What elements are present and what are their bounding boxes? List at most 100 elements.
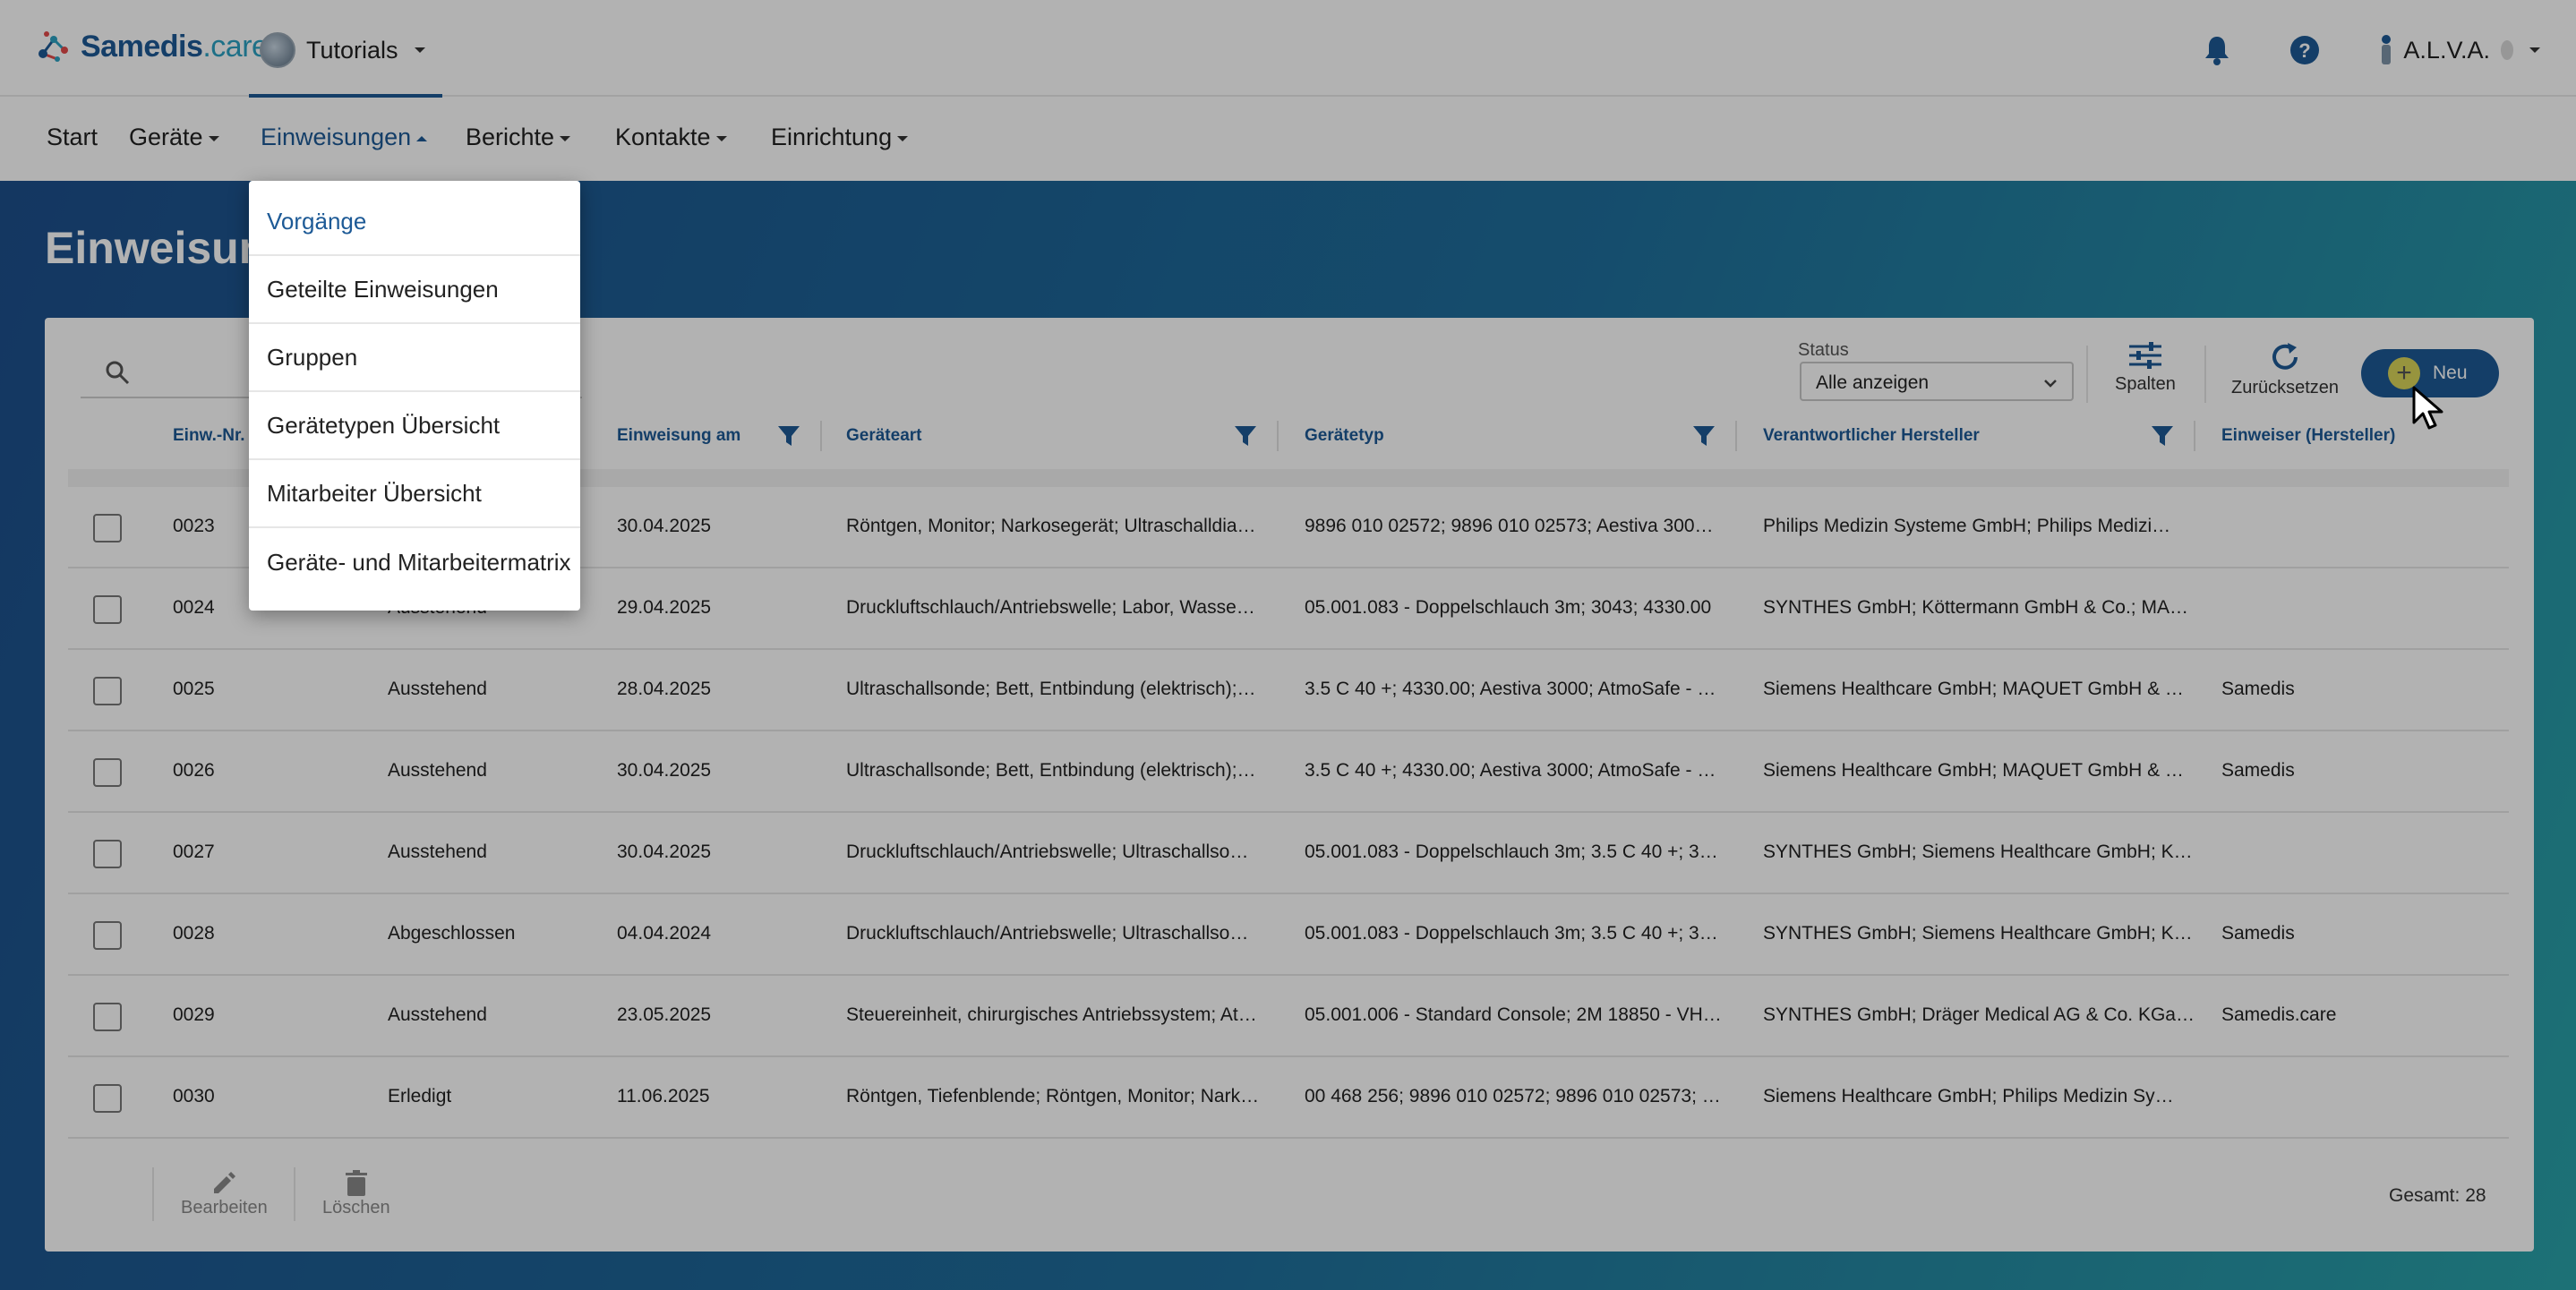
header-einweiser[interactable]: Einweiser (Hersteller): [2221, 426, 2396, 445]
cell-hersteller: SYNTHES GmbH; Siemens Healthcare GmbH; K…: [1763, 923, 2193, 944]
cell-hersteller: Siemens Healthcare GmbH; Philips Medizin…: [1763, 1086, 2174, 1106]
workspace-label: Tutorials: [306, 36, 398, 64]
brand-suffix: .care: [202, 29, 269, 64]
cell-geraeteart: Druckluftschlauch/Antriebswelle; Ultrasc…: [846, 841, 1249, 862]
chevron-down-icon: [897, 135, 909, 141]
cell-datum: 23.05.2025: [617, 1004, 712, 1025]
menu-item-mitarbeiter-uebersicht[interactable]: Mitarbeiter Übersicht: [249, 460, 580, 528]
cell-nr: 0025: [173, 679, 215, 699]
cell-hersteller: SYNTHES GmbH; Köttermann GmbH & Co.; MA…: [1763, 597, 2188, 618]
delete-button[interactable]: Löschen: [322, 1169, 390, 1218]
cell-geraetetyp: 9896 010 02572; 9896 010 02573; Aestiva …: [1305, 516, 1714, 536]
cell-datum: 28.04.2025: [617, 679, 712, 699]
table-row[interactable]: 0030 Erledigt 11.06.2025 Röntgen, Tiefen…: [68, 1057, 2509, 1139]
chevron-down-icon: [560, 135, 571, 141]
logo-icon: [39, 31, 68, 62]
filter-icon[interactable]: [2149, 423, 2176, 449]
help-button[interactable]: ?: [2283, 29, 2326, 72]
cell-hersteller: Siemens Healthcare GmbH; MAQUET GmbH & …: [1763, 679, 2184, 699]
row-checkbox[interactable]: [93, 595, 122, 624]
avatar-icon: [2501, 40, 2513, 60]
filter-icon[interactable]: [775, 423, 802, 449]
table-row[interactable]: 0025 Ausstehend 28.04.2025 Ultraschallso…: [68, 650, 2509, 731]
cell-geraeteart: Ultraschallsonde; Bett, Entbindung (elek…: [846, 679, 1256, 699]
cell-einweiser: Samedis: [2221, 923, 2295, 944]
new-button-label: Neu: [2433, 363, 2468, 383]
filter-icon[interactable]: [1690, 423, 1717, 449]
chevron-down-icon: [2044, 380, 2057, 388]
cell-status: Ausstehend: [388, 760, 487, 781]
menu-item-gruppen[interactable]: Gruppen: [249, 324, 580, 392]
row-checkbox[interactable]: [93, 514, 122, 542]
cell-status: Abgeschlossen: [388, 923, 516, 944]
column-divider: [2194, 421, 2195, 451]
plus-icon: +: [2388, 357, 2420, 389]
logo[interactable]: Samedis.care: [34, 27, 269, 66]
nav-berichte[interactable]: Berichte: [466, 124, 571, 151]
status-value: Alle anzeigen: [1816, 372, 1930, 393]
new-button[interactable]: + Neu: [2361, 349, 2499, 397]
cell-geraetetyp: 05.001.083 - Doppelschlauch 3m; 3043; 43…: [1305, 597, 1712, 618]
cell-geraetetyp: 3.5 C 40 +; 4330.00; Aestiva 3000; AtmoS…: [1305, 679, 1716, 699]
columns-button[interactable]: Spalten: [2115, 340, 2176, 395]
chevron-down-icon: [2529, 47, 2540, 53]
cell-hersteller: SYNTHES GmbH; Dräger Medical AG & Co. KG…: [1763, 1004, 2195, 1025]
brand-name: Samedis: [81, 29, 203, 64]
user-menu[interactable]: A.L.V.A.: [2378, 34, 2540, 66]
row-checkbox[interactable]: [93, 758, 122, 787]
menu-item-matrix[interactable]: Geräte- und Mitarbeitermatrix: [267, 548, 571, 576]
row-checkbox[interactable]: [93, 840, 122, 868]
table-row[interactable]: 0027 Ausstehend 30.04.2025 Druckluftschl…: [68, 813, 2509, 894]
svg-text:?: ?: [2299, 39, 2311, 62]
nav-einrichtung[interactable]: Einrichtung: [771, 124, 909, 151]
cell-einweiser: Samedis: [2221, 760, 2295, 781]
edit-button[interactable]: Bearbeiten: [181, 1169, 268, 1218]
bell-icon: [2205, 37, 2229, 65]
header-nr[interactable]: Einw.-Nr.: [173, 426, 245, 445]
row-checkbox[interactable]: [93, 677, 122, 705]
notifications-button[interactable]: [2195, 29, 2238, 72]
divider: [2086, 346, 2088, 403]
nav-kontakte[interactable]: Kontakte: [615, 124, 727, 151]
user-name: A.L.V.A.: [2403, 36, 2490, 64]
row-checkbox[interactable]: [93, 1003, 122, 1031]
filter-icon[interactable]: [1232, 423, 1259, 449]
header-geraeteart[interactable]: Geräteart: [846, 426, 922, 445]
table-row[interactable]: 0026 Ausstehend 30.04.2025 Ultraschallso…: [68, 731, 2509, 813]
table-row[interactable]: 0029 Ausstehend 23.05.2025 Steuereinheit…: [68, 976, 2509, 1057]
header-datum[interactable]: Einweisung am: [617, 426, 741, 445]
row-checkbox[interactable]: [93, 1084, 122, 1113]
table-row[interactable]: 0028 Abgeschlossen 04.04.2024 Drucklufts…: [68, 894, 2509, 976]
pencil-icon: [214, 1172, 236, 1193]
cell-datum: 29.04.2025: [617, 597, 712, 618]
workspace-underline: [249, 94, 442, 98]
table-spacer: [68, 469, 2509, 487]
search-icon[interactable]: [103, 358, 132, 387]
cell-datum: 04.04.2024: [617, 923, 712, 944]
reset-button[interactable]: Zurücksetzen: [2231, 340, 2339, 398]
cell-geraeteart: Druckluftschlauch/Antriebswelle; Ultrasc…: [846, 923, 1249, 944]
cell-einweiser: Samedis.care: [2221, 1004, 2337, 1025]
columns-icon: [2128, 342, 2161, 369]
chevron-up-icon: [416, 135, 428, 141]
divider: [2204, 346, 2206, 403]
header-geraetetyp[interactable]: Gerätetyp: [1305, 426, 1384, 445]
cell-geraetetyp: 05.001.006 - Standard Console; 2M 18850 …: [1305, 1004, 1722, 1025]
cell-nr: 0029: [173, 1004, 215, 1025]
status-select[interactable]: Alle anzeigen: [1800, 362, 2074, 401]
header-hersteller[interactable]: Verantwortlicher Hersteller: [1763, 426, 1980, 445]
menu-item-geraetetypen-uebersicht[interactable]: Gerätetypen Übersicht: [249, 392, 580, 460]
cell-nr: 0024: [173, 597, 215, 618]
nav-einweisungen[interactable]: Einweisungen: [261, 124, 428, 151]
menu-item-geteilte-einweisungen[interactable]: Geteilte Einweisungen: [249, 256, 580, 324]
row-checkbox[interactable]: [93, 921, 122, 950]
divider: [294, 1167, 295, 1221]
cell-nr: 0027: [173, 841, 215, 862]
nav-geraete[interactable]: Geräte: [129, 124, 219, 151]
workspace-selector[interactable]: Tutorials: [260, 32, 425, 68]
cursor-icon: [2412, 386, 2443, 430]
nav-start[interactable]: Start: [47, 124, 98, 150]
menu-item-vorgaenge[interactable]: Vorgänge: [249, 188, 580, 256]
cell-nr: 0026: [173, 760, 215, 781]
cell-nr: 0028: [173, 923, 215, 944]
